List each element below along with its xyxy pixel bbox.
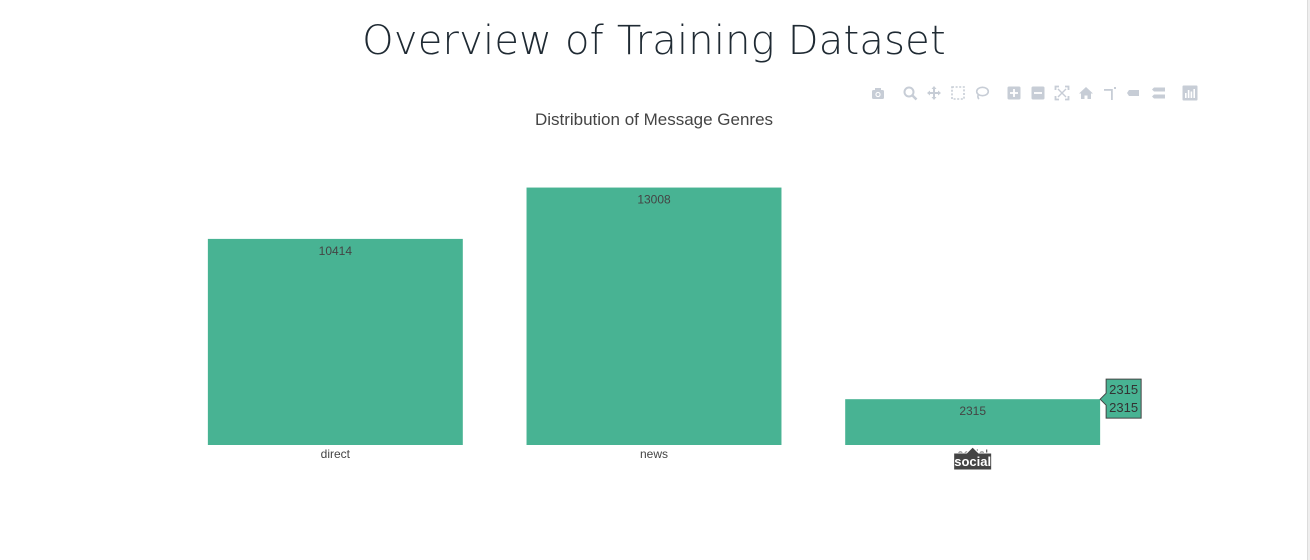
x-tick-label-news: news xyxy=(640,447,668,461)
data-label-social: 2315 xyxy=(959,404,986,418)
zoom-icon xyxy=(903,86,917,101)
hover-layer: 2315 2315 social xyxy=(953,378,1142,471)
hover-tooltip-value: 2315 2315 xyxy=(1099,378,1142,419)
zoom-in-icon xyxy=(1007,86,1020,100)
camera-icon xyxy=(871,88,884,99)
zoom-out-button[interactable] xyxy=(1028,84,1047,102)
box-select-button[interactable] xyxy=(948,84,967,102)
bar-news[interactable] xyxy=(526,187,782,445)
hover-closest-button[interactable] xyxy=(1124,84,1143,102)
plotly-logo-icon xyxy=(1182,85,1197,101)
svg-text:2315: 2315 xyxy=(1109,400,1138,415)
chart-title: Distribution of Message Genres xyxy=(535,110,773,129)
data-label-news: 13008 xyxy=(637,193,671,207)
bar-direct[interactable] xyxy=(207,238,463,445)
box-select-icon xyxy=(950,86,965,100)
autoscale-button[interactable] xyxy=(1052,84,1071,102)
reset-axes-button[interactable] xyxy=(1076,84,1095,102)
page-title: Overview of Training Dataset xyxy=(362,18,946,64)
pan-button[interactable] xyxy=(924,84,943,102)
lasso-select-icon xyxy=(975,86,989,100)
scrollbar-edge[interactable] xyxy=(1307,0,1310,560)
data-label-direct: 10414 xyxy=(319,244,353,258)
zoom-in-button[interactable] xyxy=(1004,84,1023,102)
zoom-button[interactable] xyxy=(900,84,919,102)
hover-compare-icon xyxy=(1151,87,1165,99)
hover-compare-button[interactable] xyxy=(1148,84,1167,102)
autoscale-icon xyxy=(1054,85,1069,101)
spike-lines-button[interactable] xyxy=(1100,84,1119,102)
plotly-logo-button[interactable] xyxy=(1180,84,1199,102)
svg-text:social: social xyxy=(954,454,991,469)
reset-axes-icon xyxy=(1078,87,1093,99)
x-tick-label-direct: direct xyxy=(321,447,351,461)
lasso-select-button[interactable] xyxy=(972,84,991,102)
svg-text:2315: 2315 xyxy=(1109,382,1138,397)
hover-closest-icon xyxy=(1126,90,1139,96)
hover-tooltip-category: social xyxy=(953,446,993,471)
spike-lines-icon xyxy=(1103,87,1116,100)
pan-icon xyxy=(926,86,941,100)
bars-layer xyxy=(207,187,1101,445)
zoom-out-icon xyxy=(1031,86,1044,100)
camera-button[interactable] xyxy=(868,84,887,102)
chart-modebar xyxy=(868,84,1204,102)
bar-social[interactable] xyxy=(845,399,1101,445)
